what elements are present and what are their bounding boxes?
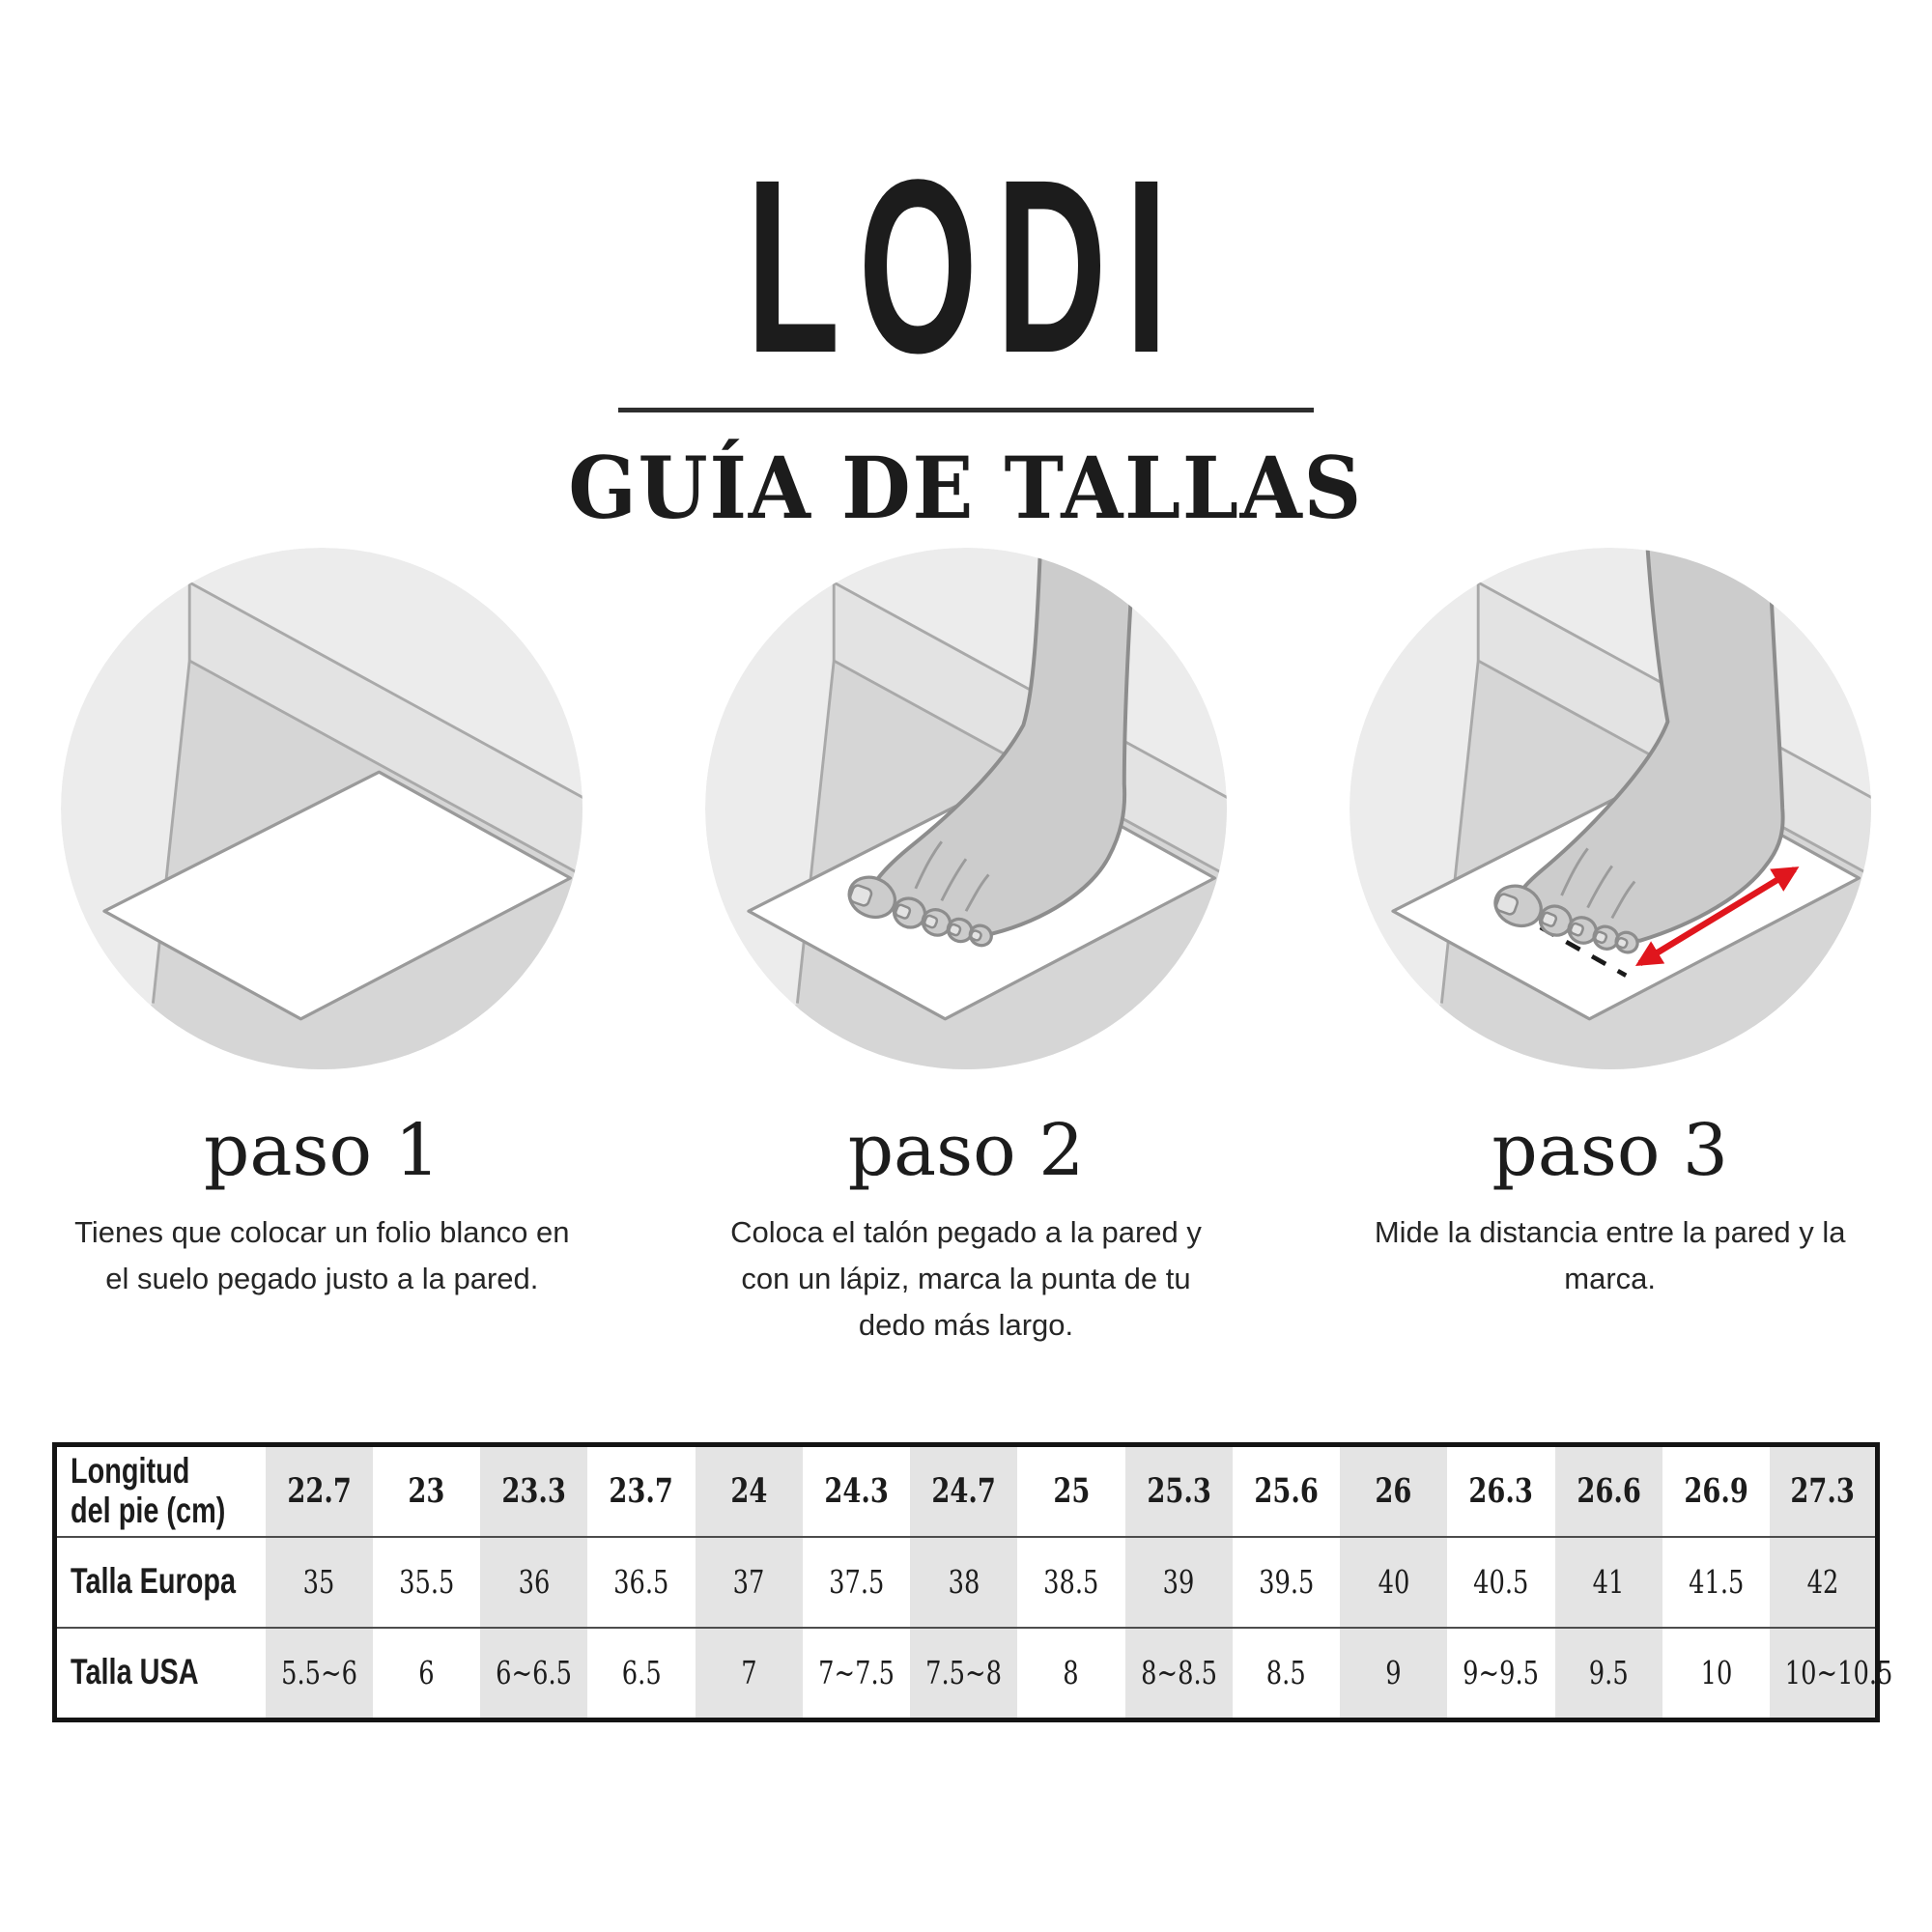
title-divider: [618, 407, 1314, 412]
step-1-illustration: [61, 547, 583, 1069]
table-cell-r2-c1: 35: [265, 1535, 373, 1628]
table-cell-r3-c5: 7: [695, 1626, 803, 1720]
step-2: paso 2 Coloca el talón pegado a la pared…: [644, 547, 1289, 1350]
table-cell-r2-c8: 38.5: [1017, 1535, 1125, 1628]
table-cell-r1-c8: 25: [1052, 1471, 1090, 1512]
brand-title: LODI: [746, 128, 1186, 405]
table-cell-r1-c4: 23.7: [609, 1471, 674, 1512]
table-cell-r1-c9: 25.3: [1124, 1444, 1233, 1537]
table-cell-r3-c15: 10~10.5: [1770, 1626, 1893, 1720]
table-cell-r3-c2: 6: [372, 1626, 481, 1720]
measurement-marks: [1513, 910, 1628, 978]
table-row-3: Talla USA 5.5~6 6 6~6.5 6.5 7 7~7.5 7.5~8 8 8~8.5…: [54, 1626, 1893, 1720]
step-2-illustration: [705, 547, 1227, 1069]
table-cell-r2-c10: 39.5: [1232, 1535, 1341, 1628]
table-cell-r1-c15: 27.3: [1770, 1444, 1878, 1537]
row-header-1: Longitud del pie (cm): [71, 1450, 226, 1530]
table-cell-r3-c12: 9~9.5: [1447, 1626, 1555, 1720]
table-cell-r3-c3: 6~6.5: [480, 1626, 588, 1720]
table-cell-r2-c2: 35.5: [372, 1535, 481, 1628]
table-cell-r3-c4: 6.5: [587, 1626, 696, 1720]
table-cell-r3-c8: 8: [1017, 1626, 1125, 1720]
table-cell-r1-c11: 26: [1340, 1444, 1448, 1537]
table-cell-r3-c9: 8~8.5: [1124, 1626, 1233, 1720]
paper-against-wall-scene: [61, 547, 583, 1069]
page-subtitle: GUÍA DE TALLAS: [568, 437, 1364, 538]
table-row-1: Longitud del pie (cm) 22.7 23 23.3 23.7 24 24.3…: [55, 1444, 1878, 1537]
table-cell-r1-c2: 23: [408, 1471, 445, 1512]
table-cell-r2-c5: 37: [695, 1535, 803, 1628]
table-cell-r1-c1: 22.7: [265, 1444, 373, 1537]
step-3-label: paso 3: [1492, 1108, 1728, 1192]
table-cell-r1-c13: 26.6: [1554, 1444, 1662, 1537]
step-2-description: Coloca el talón pegado a la pared y con …: [730, 1215, 1202, 1343]
step-1: paso 1 Tienes que colocar un folio blanc…: [0, 547, 644, 1350]
brand-header: LODI GUÍA DE TALLAS: [0, 0, 1932, 532]
table-cell-r3-c11: 9: [1340, 1626, 1448, 1720]
step-3-description: Mide la distancia entre la pared y la ma…: [1374, 1215, 1846, 1296]
step-3-illustration: [1349, 547, 1871, 1069]
row-header-2: Talla Europa: [54, 1535, 266, 1628]
table-cell-r3-c7: 7.5~8: [910, 1626, 1018, 1720]
table-cell-r2-c13: 41: [1554, 1535, 1662, 1628]
size-table: Longitud del pie (cm) 22.7 23 23.3 23.7 24 24.3…: [52, 1441, 1893, 1722]
table-cell-r1-c5: 24: [695, 1444, 803, 1537]
step-1-label: paso 1: [204, 1108, 440, 1192]
table-cell-r2-c12: 40.5: [1447, 1535, 1555, 1628]
table-cell-r3-c6: 7~7.5: [802, 1626, 911, 1720]
table-cell-r1-c7: 24.7: [910, 1444, 1018, 1537]
measure-arrow: [1634, 867, 1800, 967]
table-cell-r2-c6: 37.5: [802, 1535, 911, 1628]
table-cell-r3-c13: 9.5: [1554, 1626, 1662, 1720]
table-cell-r2-c4: 36.5: [587, 1535, 696, 1628]
table-cell-r3-c1: 5.5~6: [265, 1626, 373, 1720]
table-cell-r2-c11: 40: [1340, 1535, 1448, 1628]
table-cell-r2-c9: 39: [1124, 1535, 1233, 1628]
table-cell-r3-c10: 8.5: [1232, 1626, 1341, 1720]
table-cell-r2-c3: 36: [480, 1535, 588, 1628]
table-cell-r2-c14: 41.5: [1662, 1535, 1771, 1628]
foot-measuring-scene: [1349, 547, 1871, 1069]
table-cell-r1-c14: 26.9: [1684, 1471, 1748, 1512]
step-1-description: Tienes que colocar un folio blanco en el…: [74, 1215, 570, 1296]
table-cell-r2-c7: 38: [910, 1535, 1018, 1628]
row-header-3: Talla USA: [54, 1626, 266, 1720]
foot-on-paper-scene: [705, 547, 1227, 1069]
toe-mark-dashed-line: [1513, 910, 1628, 978]
table-cell-r1-c6: 24.3: [824, 1471, 889, 1512]
step-2-label: paso 2: [847, 1108, 1085, 1192]
table-cell-r1-c10: 25.6: [1254, 1471, 1319, 1512]
table-row-2: Talla Europa 35 35.5 36 36.5 37 37.5 38 38.5 39 39…: [54, 1535, 1878, 1628]
table-cell-r3-c14: 10: [1662, 1626, 1771, 1720]
steps-row: paso 1 Tienes que colocar un folio blanc…: [0, 547, 1932, 1350]
size-table-section: Longitud del pie (cm) 22.7 23 23.3 23.7 24 24.3…: [52, 1441, 1893, 1722]
table-cell-r1-c3: 23.3: [480, 1444, 588, 1537]
table-cell-r2-c15: 42: [1770, 1535, 1878, 1628]
step-3: paso 3 Mide la distancia entre la pared …: [1288, 547, 1932, 1350]
table-cell-r1-c12: 26.3: [1468, 1471, 1534, 1512]
